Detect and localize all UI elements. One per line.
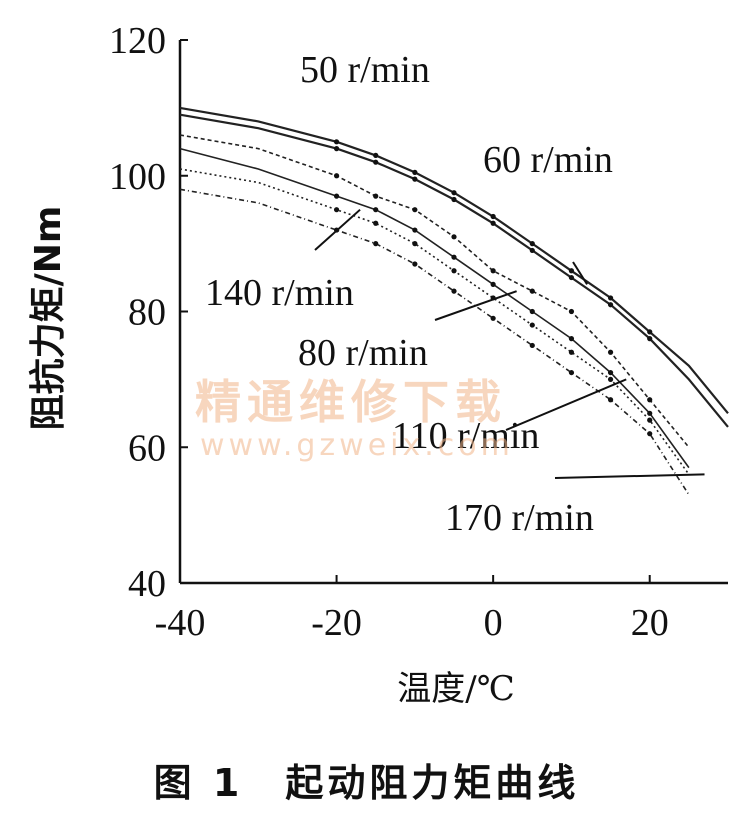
annotation-label: 50 r/min (300, 49, 430, 91)
series-point (373, 152, 379, 158)
annotation-leader (554, 473, 705, 479)
annotation-leader (434, 290, 517, 321)
series-point (568, 268, 575, 274)
series-point (412, 241, 418, 247)
series-point (529, 241, 535, 247)
series-point (333, 207, 340, 213)
series-point (451, 196, 457, 203)
series-point (490, 315, 496, 321)
series-point (607, 295, 614, 301)
series-point (373, 220, 379, 226)
series-point (333, 173, 340, 179)
series-point (647, 397, 653, 403)
series-point (607, 376, 614, 382)
series-point (412, 261, 418, 267)
annotation-leader (314, 208, 361, 251)
series-point (333, 146, 340, 152)
x-tick-label: -40 (155, 602, 206, 644)
annotations: 50 r/min 60 r/min 140 r/min 80 r/min 110 r/m… (205, 49, 705, 539)
series-point (490, 213, 496, 220)
series-point (490, 281, 496, 287)
series-point (607, 349, 614, 355)
series-point (568, 308, 575, 315)
series-point (568, 336, 575, 342)
series-line-4 (179, 147, 690, 469)
series-point (647, 431, 653, 437)
series-line-5 (179, 168, 690, 475)
annotation-label: 80 r/min (298, 332, 428, 374)
figure-caption: 图 1 起动阻力矩曲线 (153, 761, 580, 805)
series-point (647, 417, 653, 423)
annotation-leader (572, 261, 588, 285)
series-point (451, 288, 457, 294)
y-tick-label: 60 (128, 427, 166, 469)
series-point (373, 159, 379, 165)
series-point (607, 369, 614, 376)
annotation-leader (334, 139, 338, 143)
y-tick-label: 100 (109, 156, 166, 198)
annotation-label: 60 r/min (483, 139, 613, 181)
x-tick-label: -20 (311, 602, 362, 644)
series-point (412, 207, 418, 213)
series-point (529, 342, 535, 349)
y-tick-label: 120 (109, 20, 166, 62)
y-tick-label: 40 (128, 563, 166, 605)
series-point (607, 302, 614, 308)
x-axis-label: 温度/℃ (397, 669, 515, 709)
series-point (529, 288, 535, 294)
series-point (451, 234, 457, 240)
series-point (373, 241, 379, 247)
series-point (647, 410, 653, 416)
y-axis-label: 阻抗力矩/Nm (27, 206, 69, 431)
annotation-label: 110 r/min (392, 415, 539, 457)
series-point (333, 193, 340, 199)
y-tick-labels: 40 60 80 100 120 (109, 20, 188, 605)
watermark-url: www.gzweix.com (200, 428, 514, 463)
series-point (529, 247, 535, 254)
series-line-6 (179, 188, 690, 496)
series-point (412, 227, 418, 233)
series-point (490, 268, 496, 274)
y-tick-label: 80 (128, 292, 166, 334)
series-point (647, 329, 653, 335)
series-point (451, 254, 457, 260)
series-point (607, 397, 614, 403)
chart: 40 60 80 100 120 -40 -20 0 20 50 r/min 60 r/min 1… (27, 20, 729, 709)
series-point (373, 193, 379, 199)
series-point (490, 220, 496, 226)
annotation-leader (505, 378, 627, 431)
series-line-1 (179, 106, 729, 414)
series-point (412, 169, 418, 175)
series-point (568, 349, 575, 355)
series-point (647, 336, 653, 342)
annotation-label: 140 r/min (205, 272, 354, 314)
series-point (451, 190, 457, 196)
series-point (373, 207, 379, 213)
x-tick-label: 0 (484, 602, 503, 644)
annotation-label: 170 r/min (445, 497, 594, 539)
x-tick-label: 20 (631, 602, 669, 644)
series-point (412, 176, 418, 182)
x-tick-labels: -40 -20 0 20 (155, 575, 669, 644)
series-point (529, 322, 535, 328)
series-point (568, 274, 575, 281)
series-point (529, 308, 535, 315)
watermark-title: 精通维修下载 (195, 375, 507, 429)
series-line-3 (179, 134, 690, 448)
series-point (451, 268, 457, 274)
series-point (568, 369, 575, 376)
